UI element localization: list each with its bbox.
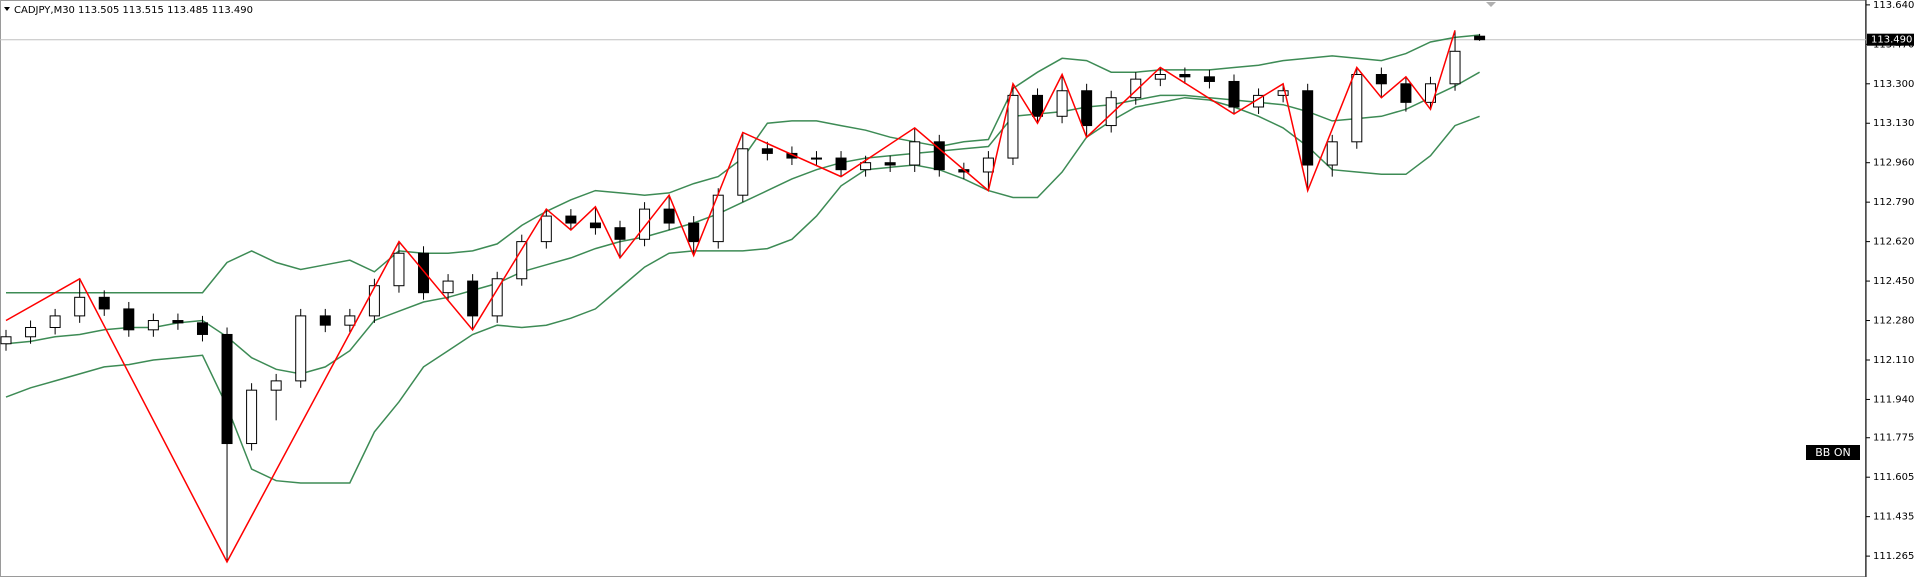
candle-body xyxy=(1302,90,1314,166)
candle-body xyxy=(565,215,577,224)
quote: 113.505 113.515 113.485 113.490 xyxy=(78,5,253,16)
candle-body xyxy=(810,157,822,160)
candle-body xyxy=(860,162,872,171)
candle-body xyxy=(123,308,135,331)
y-tick-label: 113.640 xyxy=(1873,0,1914,11)
candle-body xyxy=(933,141,945,171)
y-tick-label: 111.775 xyxy=(1873,433,1914,444)
y-tick-label: 111.605 xyxy=(1873,472,1914,483)
symbol: CADJPY,M30 xyxy=(14,5,75,16)
candle-body xyxy=(246,389,258,445)
candle-body xyxy=(147,320,159,331)
candle-body xyxy=(1400,83,1412,103)
candle-body xyxy=(786,152,798,159)
indicator-label: BB ON xyxy=(1815,446,1850,459)
candle-body xyxy=(196,322,208,335)
candle-body xyxy=(982,157,994,173)
candle-body xyxy=(25,326,37,338)
candle-body xyxy=(663,208,675,224)
candle-body xyxy=(442,280,454,294)
shift-marker xyxy=(1486,2,1496,7)
menu-arrow[interactable] xyxy=(4,7,10,11)
candle-body xyxy=(589,222,601,229)
y-tick-label: 113.130 xyxy=(1873,118,1914,129)
candle-body xyxy=(418,252,430,294)
candle-body xyxy=(688,222,700,243)
candle-body xyxy=(1130,78,1142,99)
candle-body xyxy=(1203,76,1215,82)
candle-body xyxy=(1326,141,1338,166)
candle-body xyxy=(761,148,773,154)
candle-body xyxy=(74,296,86,317)
candle-body xyxy=(1228,80,1240,108)
y-tick-label: 112.280 xyxy=(1873,316,1914,327)
price-label-box xyxy=(1867,33,1914,46)
candle-body xyxy=(1351,74,1363,143)
y-tick-label: 112.450 xyxy=(1873,276,1914,287)
candle-body xyxy=(1277,90,1289,96)
candle-body xyxy=(49,315,61,328)
candle-body xyxy=(1375,74,1387,85)
candle-body xyxy=(467,280,479,317)
candle-body xyxy=(98,296,110,310)
y-tick-label: 112.110 xyxy=(1873,355,1914,366)
price-label: 113.490 xyxy=(1871,35,1912,46)
candle-body xyxy=(295,315,307,382)
y-tick-label: 111.435 xyxy=(1873,512,1914,523)
candle-body xyxy=(835,157,847,171)
y-tick-label: 112.790 xyxy=(1873,197,1914,208)
candle-body xyxy=(614,227,626,240)
y-tick-label: 111.265 xyxy=(1873,551,1914,562)
candle-body xyxy=(909,141,921,166)
candle-body xyxy=(0,336,12,345)
candle-body xyxy=(1007,94,1019,159)
zigzag xyxy=(5,30,1456,564)
candle-body xyxy=(1032,94,1044,117)
candle-body xyxy=(1154,74,1166,80)
candle-body xyxy=(516,241,528,280)
candle-body xyxy=(368,285,380,317)
y-tick-label: 112.620 xyxy=(1873,237,1914,248)
candle-body xyxy=(884,162,896,166)
candle-body xyxy=(319,315,331,326)
candle-body xyxy=(1081,90,1093,127)
candle-body xyxy=(1179,74,1191,78)
candle-body xyxy=(344,315,356,326)
y-tick-label: 112.960 xyxy=(1873,158,1914,169)
y-tick-label: 113.300 xyxy=(1873,79,1914,90)
candle-body xyxy=(172,320,184,324)
candle-body xyxy=(1105,97,1117,127)
candle-body xyxy=(737,148,749,196)
y-tick-label: 111.940 xyxy=(1873,394,1914,405)
plot xyxy=(0,30,1866,564)
candle-body xyxy=(1474,35,1486,41)
candle-body xyxy=(540,215,552,243)
candle-body xyxy=(1449,50,1461,85)
candle-body xyxy=(221,333,233,445)
candle-body xyxy=(393,252,405,287)
plot-frame xyxy=(0,0,1866,577)
candle-body xyxy=(1056,90,1068,117)
candle-body xyxy=(639,208,651,240)
indicator-box xyxy=(1806,445,1860,460)
candle-body xyxy=(270,380,282,391)
